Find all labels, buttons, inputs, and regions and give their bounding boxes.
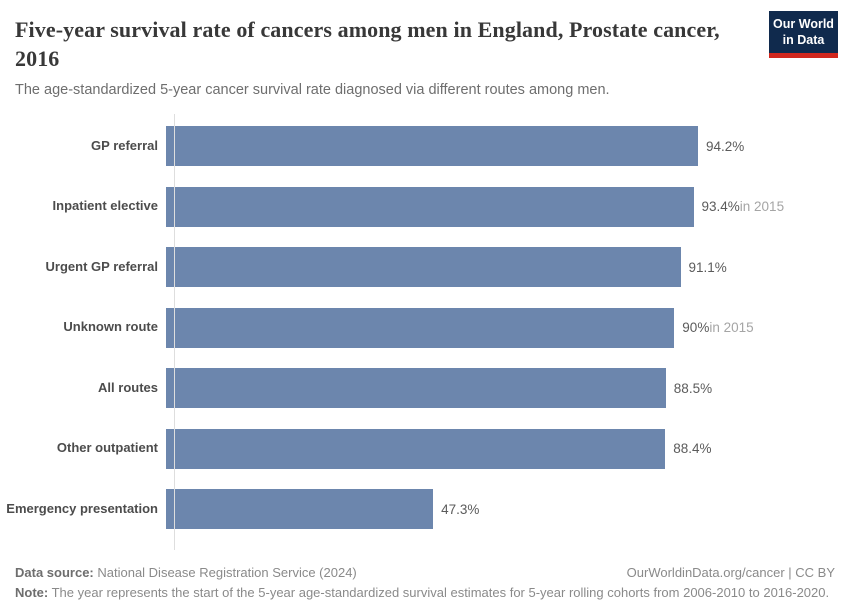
data-source-label: Data source: bbox=[15, 564, 94, 580]
value-label: 93.4%in 2015 bbox=[702, 199, 785, 214]
bar-area: 93.4%in 2015 bbox=[166, 186, 850, 227]
bar-area: 90%in 2015 bbox=[166, 307, 850, 348]
category-label: Other outpatient bbox=[56, 440, 158, 456]
bar[interactable] bbox=[166, 247, 681, 288]
bar[interactable] bbox=[166, 186, 694, 227]
note-text: The year represents the start of the 5-y… bbox=[48, 584, 830, 600]
value-text: 91.1% bbox=[688, 259, 727, 275]
bar-row: Urgent GP referral 91.1% bbox=[0, 237, 850, 298]
bar[interactable] bbox=[166, 368, 666, 409]
footer-line-source: Data source: National Disease Registrati… bbox=[15, 563, 835, 583]
bar-area: 47.3% bbox=[166, 489, 850, 530]
value-year-suffix: in 2015 bbox=[739, 199, 785, 215]
data-source-text: National Disease Registration Service (2… bbox=[93, 564, 357, 580]
bar-row: All routes 88.5% bbox=[0, 358, 850, 419]
data-source[interactable]: Data source: National Disease Registrati… bbox=[15, 563, 357, 583]
owid-logo-line2: in Data bbox=[782, 32, 825, 47]
bar-row: GP referral 94.2% bbox=[0, 116, 850, 177]
category-label: Inpatient elective bbox=[52, 198, 158, 214]
owid-logo[interactable]: Our World in Data bbox=[769, 11, 838, 59]
bar-row: Other outpatient 88.4% bbox=[0, 419, 850, 480]
value-year-suffix: in 2015 bbox=[709, 320, 754, 336]
bar-area: 91.1% bbox=[166, 247, 850, 288]
category-label: Unknown route bbox=[63, 319, 158, 335]
bar-area: 88.4% bbox=[166, 428, 850, 469]
value-label: 88.4% bbox=[673, 441, 711, 456]
bar[interactable] bbox=[166, 489, 434, 530]
value-label: 47.3% bbox=[441, 502, 479, 517]
value-label: 94.2% bbox=[706, 139, 744, 154]
owid-logo-line1: Our World bbox=[773, 17, 834, 31]
bar-rows: GP referral 94.2% Inpatient elective 93.… bbox=[0, 110, 850, 550]
bar-row: Inpatient elective 93.4%in 2015 bbox=[0, 177, 850, 238]
value-label: 88.5% bbox=[674, 381, 712, 396]
category-label: Emergency presentation bbox=[6, 500, 158, 516]
value-text: 47.3% bbox=[441, 501, 480, 517]
category-label: All routes bbox=[98, 379, 158, 395]
bar-area: 88.5% bbox=[166, 368, 850, 409]
bar-row: Unknown route 90%in 2015 bbox=[0, 298, 850, 359]
value-text: 88.4% bbox=[673, 441, 712, 457]
value-text: 93.4% bbox=[701, 199, 740, 215]
value-label: 91.1% bbox=[689, 260, 727, 275]
value-label: 90%in 2015 bbox=[682, 320, 753, 335]
bar-row: Emergency presentation 47.3% bbox=[0, 479, 850, 540]
chart-subtitle: The age-standardized 5-year cancer survi… bbox=[15, 82, 610, 99]
owid-cc-link[interactable]: OurWorldinData.org/cancer | CC BY bbox=[626, 564, 835, 580]
bar-chart: GP referral 94.2% Inpatient elective 93.… bbox=[0, 110, 850, 550]
bar[interactable] bbox=[166, 307, 675, 348]
value-text: 90% bbox=[682, 320, 710, 336]
chart-title: Five-year survival rate of cancers among… bbox=[15, 17, 720, 71]
chart-footer: Data source: National Disease Registrati… bbox=[0, 550, 850, 600]
note-label: Note: bbox=[15, 584, 49, 600]
category-label: GP referral bbox=[91, 137, 158, 153]
chart-header: Five-year survival rate of cancers among… bbox=[0, 0, 850, 98]
y-axis-line bbox=[174, 114, 175, 550]
footer-note: Note: The year represents the start of t… bbox=[15, 583, 835, 600]
bar[interactable] bbox=[166, 126, 698, 167]
bar-area: 94.2% bbox=[166, 126, 850, 167]
value-text: 88.5% bbox=[673, 380, 713, 396]
category-label: Urgent GP referral bbox=[45, 258, 158, 274]
bar[interactable] bbox=[166, 428, 666, 469]
value-text: 94.2% bbox=[706, 138, 745, 154]
